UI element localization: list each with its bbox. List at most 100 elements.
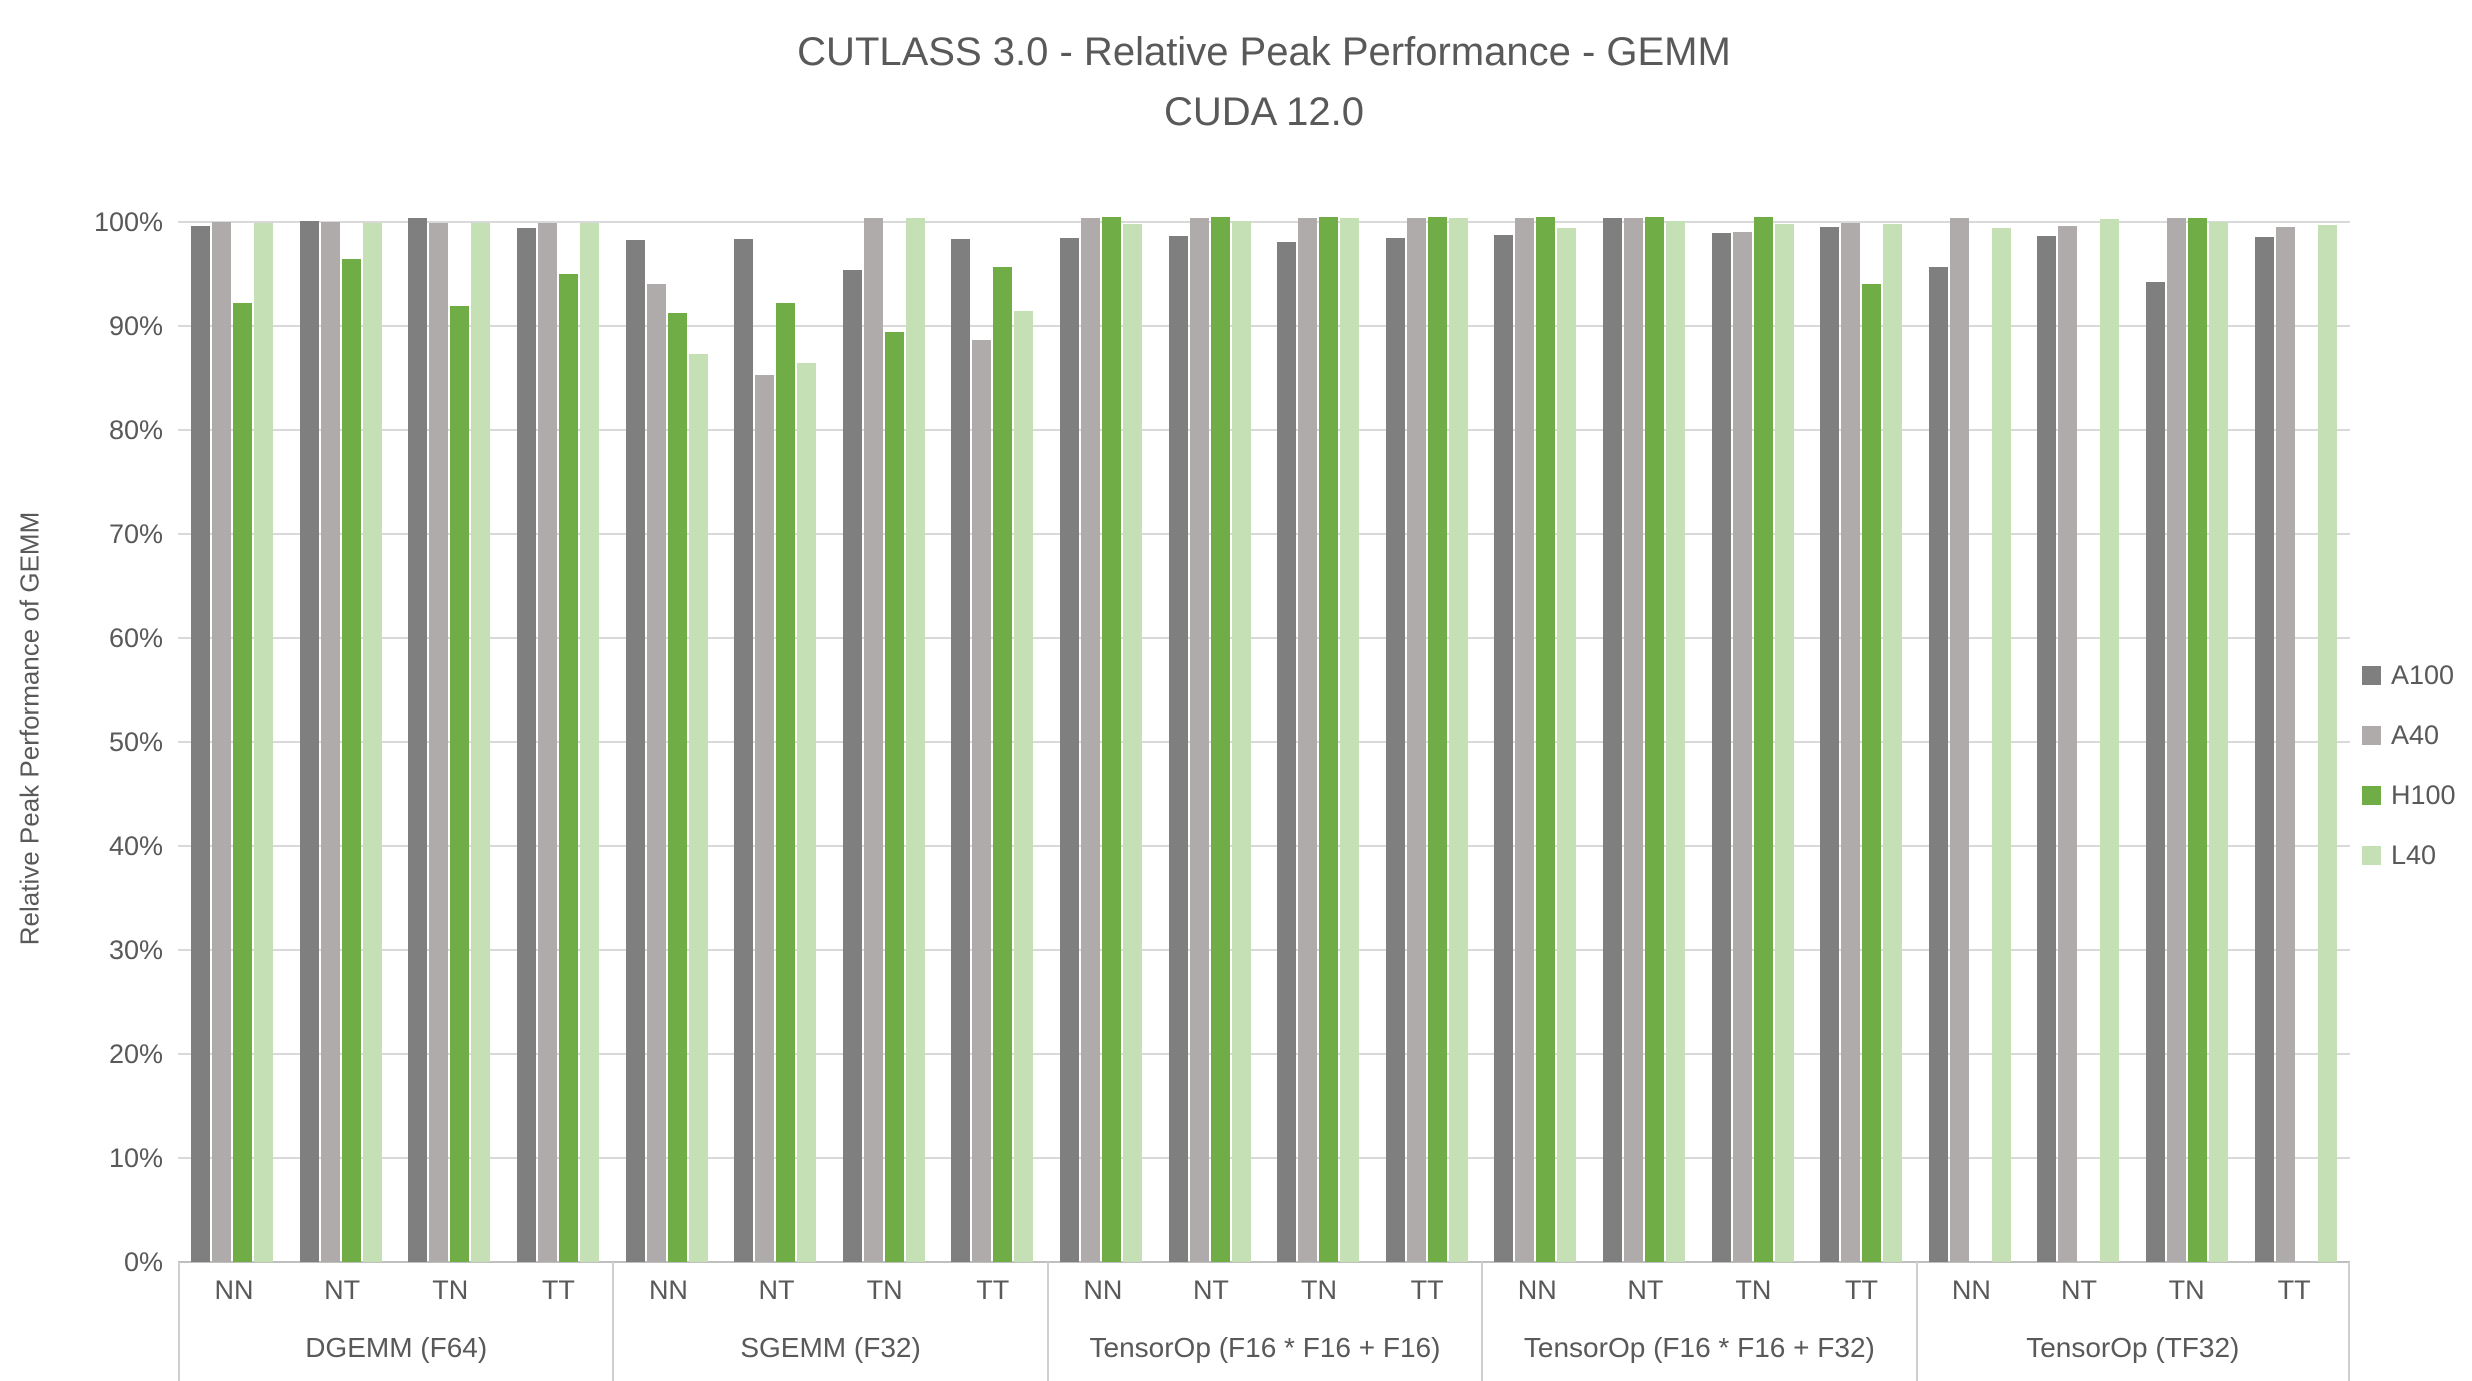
legend-item-A40: A40	[2362, 722, 2456, 749]
chart-title: CUTLASS 3.0 - Relative Peak Performance …	[797, 30, 1731, 74]
bar-L40	[1231, 221, 1251, 1262]
x-axis-group-TensorOp (F16 * F16 + F16): NN NT TN TT TensorOp (F16 * F16 + F16)	[1046, 1262, 1481, 1381]
bar-L40	[580, 223, 600, 1262]
bar-L40	[1448, 217, 1468, 1262]
x-cluster-label: NT	[758, 1274, 795, 1305]
bar-L40	[1340, 217, 1360, 1262]
bar-H100	[993, 266, 1013, 1262]
legend-swatch-A40	[2362, 726, 2381, 745]
bar-H100	[1427, 216, 1447, 1262]
x-group-label: DGEMM (F64)	[305, 1332, 488, 1363]
bar-L40	[1991, 228, 2011, 1262]
bar-A40	[1624, 217, 1644, 1262]
x-cluster-label: TN	[2168, 1274, 2205, 1305]
bar-cluster-DGEMM (F64)-NN	[178, 195, 287, 1262]
legend-label: A40	[2391, 720, 2440, 750]
gridline-20%	[178, 1053, 2350, 1055]
x-cluster-label: TT	[976, 1274, 1010, 1305]
x-cluster-label: NN	[1517, 1274, 1557, 1305]
bar-A100	[408, 217, 428, 1262]
bar-A40	[2167, 217, 2187, 1262]
bar-L40	[2317, 225, 2337, 1262]
bar-cluster-TensorOp (F16 * F16 + F16)-NT	[1155, 195, 1264, 1262]
x-group-label: TensorOp (F16 * F16 + F16)	[1089, 1332, 1441, 1363]
legend-item-A100: A100	[2362, 662, 2456, 689]
bar-H100	[450, 306, 470, 1262]
x-group-label: TensorOp (F16 * F16 + F32)	[1523, 1332, 1875, 1363]
y-tick-label: 70%	[108, 519, 163, 549]
bar-cluster-TensorOp (F16 * F16 + F32)-NN	[1481, 195, 1590, 1262]
gridline-100%	[178, 221, 2350, 223]
y-tick-label: 20%	[108, 1039, 163, 1069]
gridline-80%	[178, 429, 2350, 431]
x-group-label: TensorOp (TF32)	[2026, 1332, 2240, 1363]
bar-A40	[646, 284, 666, 1262]
bar-cluster-TensorOp (TF32)-TN	[2133, 195, 2242, 1262]
bar-L40	[2209, 222, 2229, 1262]
bar-cluster-TensorOp (F16 * F16 + F32)-TT	[1807, 195, 1916, 1262]
x-cluster-label-row: NN NT TN TT	[1049, 1262, 1481, 1318]
bar-cluster-SGEMM (F32)-NT	[721, 195, 830, 1262]
x-cluster-label: NT	[1192, 1274, 1229, 1305]
bar-H100	[559, 274, 579, 1262]
gridline-10%	[178, 1157, 2350, 1159]
legend: A100 A40 H100 L40	[2362, 662, 2456, 869]
legend-label: A100	[2391, 660, 2455, 690]
bar-cluster-TensorOp (TF32)-NT	[2024, 195, 2133, 1262]
bar-A40	[212, 222, 232, 1262]
bar-L40	[254, 223, 274, 1262]
bar-cluster-DGEMM (F64)-TT	[504, 195, 613, 1262]
legend-label: H100	[2391, 780, 2456, 810]
bar-A40	[2058, 226, 2078, 1262]
bar-A100	[1494, 234, 1514, 1262]
y-tick-label: 0%	[123, 1247, 163, 1277]
bar-L40	[1557, 228, 1577, 1262]
bar-A40	[1298, 217, 1318, 1262]
x-axis-group-SGEMM (F32): NN NT TN TT SGEMM (F32)	[612, 1262, 1046, 1381]
x-cluster-label: NN	[214, 1274, 254, 1305]
bar-A100	[2037, 235, 2057, 1262]
legend-swatch-H100	[2362, 786, 2381, 805]
bar-H100	[341, 259, 361, 1262]
bar-A100	[1060, 237, 1080, 1262]
x-group-label: SGEMM (F32)	[740, 1332, 921, 1363]
gridline-40%	[178, 845, 2350, 847]
bar-cluster-TensorOp (F16 * F16 + F16)-TT	[1373, 195, 1482, 1262]
bar-L40	[688, 354, 708, 1262]
bar-L40	[1123, 224, 1143, 1262]
bar-cluster-TensorOp (F16 * F16 + F32)-TN	[1698, 195, 1807, 1262]
bar-A100	[299, 221, 319, 1262]
bar-H100	[1862, 284, 1882, 1262]
bar-A100	[1603, 217, 1623, 1262]
bar-L40	[2100, 218, 2120, 1262]
bar-L40	[905, 217, 925, 1262]
bar-H100	[1102, 216, 1122, 1262]
chart-title-block: CUTLASS 3.0 - Relative Peak Performance …	[178, 22, 2350, 142]
gridline-70%	[178, 533, 2350, 535]
legend-item-L40: L40	[2362, 842, 2456, 869]
plot-area	[178, 195, 2350, 1263]
legend-swatch-L40	[2362, 846, 2381, 865]
x-cluster-label-row: NN NT TN TT	[1483, 1262, 1915, 1318]
bar-A40	[429, 223, 449, 1262]
y-tick-label: 40%	[108, 831, 163, 861]
bar-A100	[1168, 235, 1188, 1262]
x-cluster-label: NT	[1627, 1274, 1664, 1305]
bar-A100	[517, 228, 537, 1262]
x-cluster-label: TN	[1735, 1274, 1772, 1305]
y-axis-tick-labels: 0% 10% 20% 30% 40% 50% 60% 70% 80% 90% 100%	[0, 0, 163, 1381]
bar-H100	[1753, 216, 1773, 1262]
gridline-60%	[178, 637, 2350, 639]
bar-cluster-TensorOp (F16 * F16 + F16)-TN	[1264, 195, 1373, 1262]
bar-cluster-SGEMM (F32)-TN	[830, 195, 939, 1262]
bar-A100	[2146, 282, 2166, 1262]
bar-A40	[538, 223, 558, 1262]
legend-item-H100: H100	[2362, 782, 2456, 809]
bar-A40	[755, 374, 775, 1262]
x-cluster-label: TT	[1410, 1274, 1444, 1305]
bar-A40	[1515, 217, 1535, 1262]
y-tick-label: 10%	[108, 1143, 163, 1173]
bar-H100	[884, 332, 904, 1262]
bar-cluster-TensorOp (F16 * F16 + F32)-NT	[1590, 195, 1699, 1262]
bar-A40	[863, 217, 883, 1262]
